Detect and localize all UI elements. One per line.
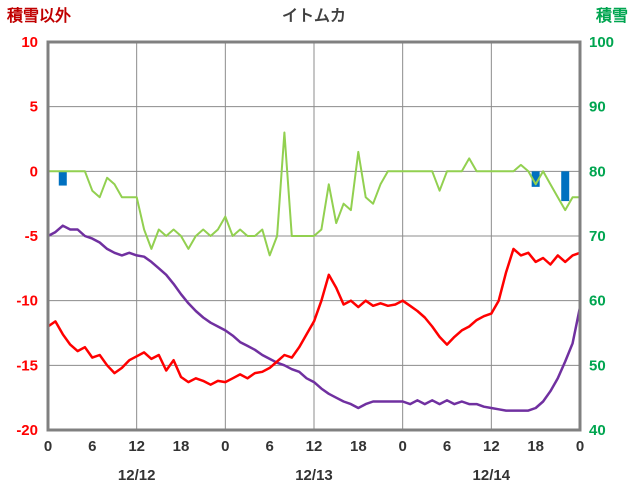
x-tick-label: 18 [527,438,544,455]
x-tick-label: 12 [483,438,500,455]
left-tick-label: -10 [16,293,38,310]
bar-blue-bars [58,171,67,186]
x-tick-label: 0 [576,438,584,455]
bar-blue-bars [531,171,540,187]
left-tick-label: 0 [30,163,38,180]
series-green [47,131,581,257]
x-tick-label: 6 [443,438,451,455]
right-tick-label: 40 [589,422,606,439]
x-tick-label: 6 [265,438,273,455]
series-purple [46,224,582,412]
right-tick-label: 50 [589,357,606,374]
date-label: 12/14 [473,467,511,484]
left-axis-title: 積雪以外 [7,8,72,25]
left-tick-label: 10 [21,34,38,51]
x-tick-label: 6 [88,438,96,455]
right-tick-label: 80 [589,163,606,180]
date-label: 12/13 [295,467,333,484]
right-tick-label: 90 [589,99,606,116]
x-tick-label: 12 [306,438,323,455]
plot-frame [46,40,582,432]
right-axis-title: 積雪 [595,8,628,25]
x-tick-label: 18 [350,438,367,455]
date-label: 12/12 [118,467,156,484]
left-tick-label: -15 [16,357,38,374]
left-tick-label: 5 [30,99,38,116]
right-tick-label: 60 [589,293,606,310]
x-tick-label: 0 [398,438,406,455]
chart-title: イトムカ [281,8,346,25]
bar-blue-bars [561,171,570,202]
series-red [46,247,582,386]
right-tick-label: 70 [589,228,606,245]
x-tick-label: 0 [44,438,52,455]
left-tick-label: -5 [25,228,38,245]
right-tick-label: 100 [589,34,614,51]
x-tick-label: 12 [128,438,145,455]
x-tick-label: 18 [173,438,190,455]
x-tick-label: 0 [221,438,229,455]
left-tick-label: -20 [16,422,38,439]
